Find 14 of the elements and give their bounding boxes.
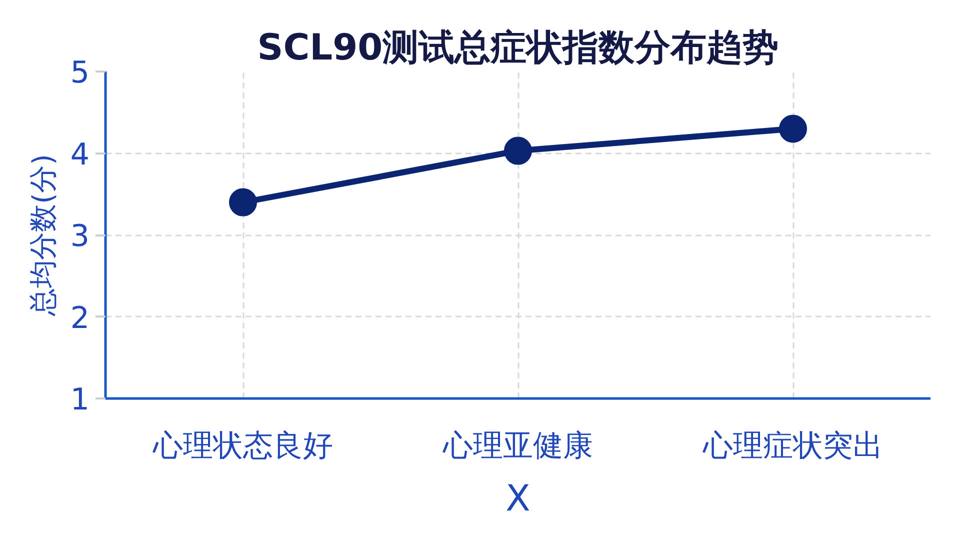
x-tick-label: 心理症状突出	[702, 428, 883, 464]
chart-title: SCL90测试总症状指数分布趋势	[257, 28, 779, 68]
point	[779, 114, 807, 143]
x-axis-title: X	[506, 478, 530, 520]
y-tick-label: 4	[70, 137, 90, 172]
y-axis-title: 总均分数(分)	[26, 154, 60, 317]
x-tick-label: 心理状态良好	[152, 428, 333, 464]
y-tick-label: 1	[70, 382, 90, 418]
y-tick-label: 5	[70, 56, 90, 90]
point	[229, 188, 257, 216]
y-tick-label: 2	[70, 300, 90, 336]
x-tick-label: 心理亚健康	[442, 428, 593, 464]
y-tick-label: 3	[70, 219, 90, 254]
point	[504, 136, 532, 165]
